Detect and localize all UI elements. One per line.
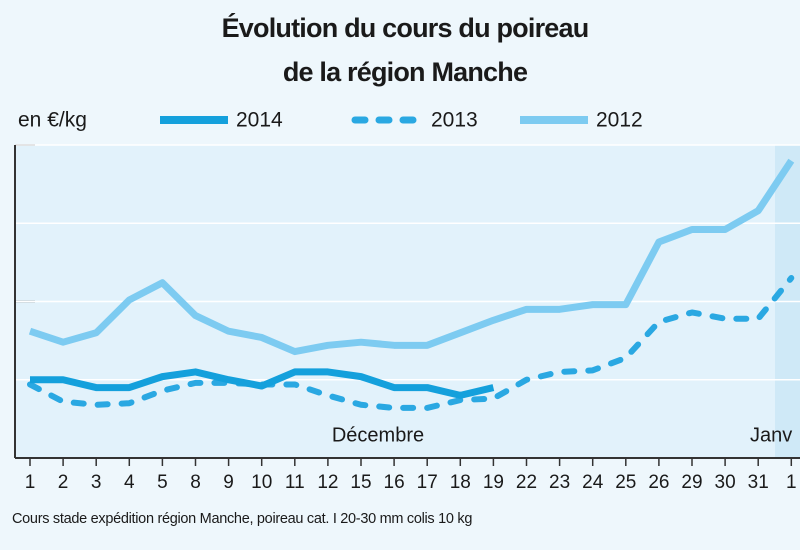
x-tick-label: 5 bbox=[157, 472, 168, 493]
legend-label: 2012 bbox=[596, 109, 643, 132]
legend-label: 2014 bbox=[236, 109, 283, 132]
x-tick-label: 2 bbox=[58, 472, 69, 493]
x-tick-label: 19 bbox=[483, 472, 504, 493]
x-tick-label: 1 bbox=[25, 472, 36, 493]
series-line bbox=[30, 368, 495, 399]
chart-title: Évolution du cours du poireau bbox=[222, 12, 589, 43]
x-tick-label: 12 bbox=[317, 472, 338, 493]
x-tick-label: 11 bbox=[285, 472, 305, 493]
legend-label: 2013 bbox=[431, 109, 478, 132]
x-tick-label: 16 bbox=[384, 472, 405, 493]
x-tick-label: 1 bbox=[786, 472, 797, 493]
x-tick-label: 23 bbox=[549, 472, 570, 493]
series-line bbox=[28, 158, 795, 356]
x-tick-label: 25 bbox=[615, 472, 636, 493]
x-tick-label: 15 bbox=[350, 472, 371, 493]
x-tick-label: 26 bbox=[648, 472, 669, 493]
x-tick-label: 3 bbox=[91, 472, 102, 493]
y-axis-label: en €/kg bbox=[18, 109, 87, 132]
x-tick-label: 4 bbox=[124, 472, 135, 493]
x-tick-label: 9 bbox=[223, 472, 234, 493]
chart-title: de la région Manche bbox=[283, 57, 528, 87]
x-tick-label: 29 bbox=[681, 472, 702, 493]
x-tick-label: 18 bbox=[450, 472, 471, 493]
footnote: Cours stade expédition région Manche, po… bbox=[12, 511, 472, 527]
x-tick-label: 30 bbox=[715, 472, 736, 493]
x-tick-label: 31 bbox=[748, 472, 769, 493]
x-tick-label: 22 bbox=[516, 472, 537, 493]
month-label: Janv bbox=[750, 424, 792, 446]
x-tick-label: 10 bbox=[251, 472, 272, 493]
month-label: Décembre bbox=[332, 424, 424, 446]
x-tick-label: 8 bbox=[190, 472, 201, 493]
x-tick-label: 17 bbox=[417, 472, 438, 493]
x-tick-label: 24 bbox=[582, 472, 604, 493]
series-line bbox=[27, 275, 795, 411]
